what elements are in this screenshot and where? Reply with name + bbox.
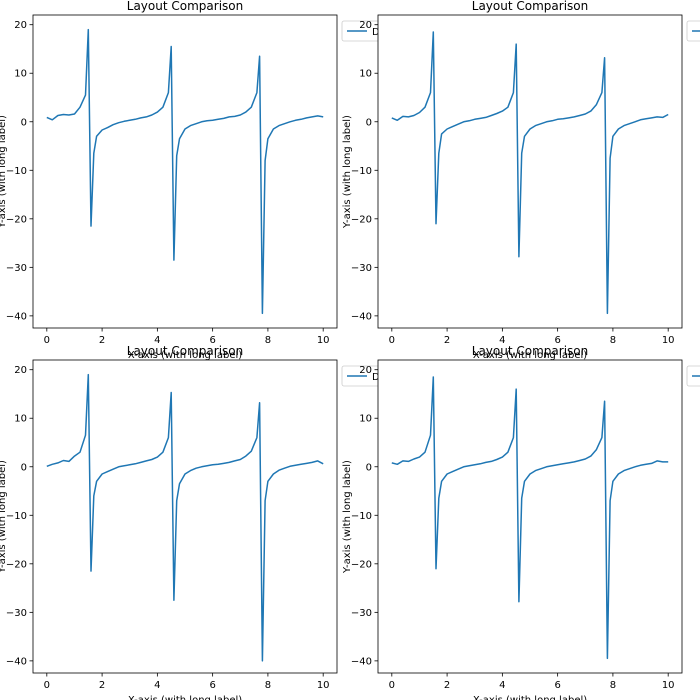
y-tick-label: −20 xyxy=(6,559,27,570)
subplot-bottom-right: 0 2 4 6 8 10 20 10 0 −10 −20 −30 −40 Layout Compariso… xyxy=(342,344,700,700)
plot-area xyxy=(33,15,337,328)
y-tick-label: 20 xyxy=(14,20,27,31)
x-tick-label: 10 xyxy=(317,335,330,346)
data-line-0 xyxy=(391,31,669,315)
x-tick-label: 4 xyxy=(499,680,505,691)
x-tick-label: 0 xyxy=(44,680,50,691)
y-tick-label: 10 xyxy=(359,69,372,80)
subplot-top-left: 0 2 4 6 8 10 20 10 0 −10 −20 −30 −40 Layout Compariso… xyxy=(0,0,413,361)
y-tick-label: 0 xyxy=(21,117,27,128)
chart-title: Layout Comparison xyxy=(472,344,588,358)
subplot-top-right: 0 2 4 6 8 10 20 10 0 −10 −20 −30 −40 Layout Compariso… xyxy=(342,0,700,361)
y-tick-label: −40 xyxy=(351,311,372,322)
x-tick-label: 10 xyxy=(662,680,675,691)
x-tick-label: 10 xyxy=(317,680,330,691)
chart-title: Layout Comparison xyxy=(472,0,588,13)
x-tick-label: 6 xyxy=(554,335,560,346)
y-tick-label: −40 xyxy=(351,656,372,667)
axes-frame xyxy=(377,359,683,674)
y-tick-label: 0 xyxy=(21,462,27,473)
y-tick-label: −20 xyxy=(351,559,372,570)
plot-area xyxy=(378,360,682,673)
x-axis-label: X-axis (with long label) xyxy=(473,350,587,361)
x-tick-label: 8 xyxy=(265,680,271,691)
y-tick-label: −10 xyxy=(351,166,372,177)
y-tick-label: −20 xyxy=(351,214,372,225)
y-tick-label: −30 xyxy=(6,263,27,274)
x-tick-label: 4 xyxy=(154,680,160,691)
y-tick-label: 20 xyxy=(14,365,27,376)
y-tick-label: 20 xyxy=(359,365,372,376)
axes-frame xyxy=(32,14,338,329)
data-line-0 xyxy=(46,373,324,662)
x-tick-label: 0 xyxy=(389,680,395,691)
data-line-0 xyxy=(46,28,324,315)
subplot-bottom-left: 0 2 4 6 8 10 20 10 0 −10 −20 −30 −40 Layout Compariso… xyxy=(0,344,413,700)
legend: Data xyxy=(686,20,700,42)
x-tick-label: 6 xyxy=(209,335,215,346)
x-axis-label: X-axis (with long label) xyxy=(128,695,242,700)
plot-area xyxy=(378,15,682,328)
y-tick-label: 10 xyxy=(359,414,372,425)
x-axis-label: X-axis (with long label) xyxy=(473,695,587,700)
y-tick-label: −30 xyxy=(351,263,372,274)
x-tick-label: 2 xyxy=(444,680,450,691)
y-axis-label: Y-axis (with long label) xyxy=(0,460,8,574)
x-tick-label: 4 xyxy=(154,335,160,346)
y-tick-label: 10 xyxy=(14,414,27,425)
x-tick-label: 10 xyxy=(662,335,675,346)
y-tick-label: −40 xyxy=(6,311,27,322)
y-tick-label: 20 xyxy=(359,20,372,31)
x-tick-label: 0 xyxy=(44,335,50,346)
x-tick-label: 0 xyxy=(389,335,395,346)
x-tick-label: 8 xyxy=(610,680,616,691)
x-tick-label: 8 xyxy=(265,335,271,346)
y-axis-label: Y-axis (with long label) xyxy=(342,460,353,574)
x-tick-label: 2 xyxy=(444,335,450,346)
chart-title: Layout Comparison xyxy=(127,344,243,358)
y-tick-label: −30 xyxy=(351,608,372,619)
y-tick-label: −40 xyxy=(6,656,27,667)
plot-area xyxy=(33,360,337,673)
x-tick-label: 6 xyxy=(554,680,560,691)
y-tick-label: 0 xyxy=(366,462,372,473)
x-tick-label: 8 xyxy=(610,335,616,346)
y-tick-label: −30 xyxy=(6,608,27,619)
axes-frame xyxy=(32,359,338,674)
y-axis-label: Y-axis (with long label) xyxy=(0,115,8,229)
legend: Data xyxy=(686,365,700,387)
y-tick-label: −10 xyxy=(6,166,27,177)
y-axis-label: Y-axis (with long label) xyxy=(342,115,353,229)
x-tick-label: 6 xyxy=(209,680,215,691)
x-tick-label: 2 xyxy=(99,335,105,346)
x-tick-label: 4 xyxy=(499,335,505,346)
y-tick-label: 10 xyxy=(14,69,27,80)
chart-title: Layout Comparison xyxy=(127,0,243,13)
y-tick-label: −20 xyxy=(6,214,27,225)
y-tick-label: −10 xyxy=(351,511,372,522)
x-axis-label: X-axis (with long label) xyxy=(128,350,242,361)
y-tick-label: −10 xyxy=(6,511,27,522)
axes-frame xyxy=(377,14,683,329)
y-tick-label: 0 xyxy=(366,117,372,128)
x-tick-label: 2 xyxy=(99,680,105,691)
data-line-0 xyxy=(391,376,669,660)
